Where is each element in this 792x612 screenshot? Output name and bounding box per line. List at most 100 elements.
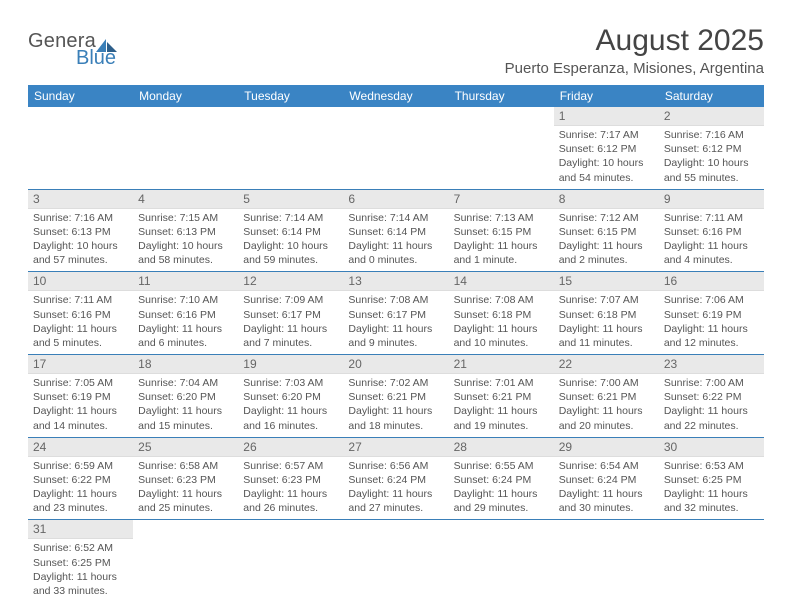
calendar-cell	[343, 520, 448, 602]
day-detail-line: and 58 minutes.	[138, 253, 233, 267]
day-detail-line: Sunset: 6:22 PM	[33, 473, 128, 487]
day-detail-line: Sunrise: 7:04 AM	[138, 376, 233, 390]
calendar-cell: 24Sunrise: 6:59 AMSunset: 6:22 PMDayligh…	[28, 437, 133, 520]
day-details: Sunrise: 7:06 AMSunset: 6:19 PMDaylight:…	[659, 291, 764, 354]
day-detail-line: Daylight: 11 hours	[33, 570, 128, 584]
day-detail-line: Daylight: 11 hours	[243, 487, 338, 501]
day-detail-line: Sunrise: 7:06 AM	[664, 293, 759, 307]
day-details: Sunrise: 7:10 AMSunset: 6:16 PMDaylight:…	[133, 291, 238, 354]
day-detail-line: and 20 minutes.	[559, 419, 654, 433]
day-detail-line: Sunrise: 7:11 AM	[33, 293, 128, 307]
day-details: Sunrise: 7:08 AMSunset: 6:18 PMDaylight:…	[449, 291, 554, 354]
day-detail-line: Daylight: 11 hours	[559, 322, 654, 336]
calendar-week: 10 Sunrise: 7:11 AMSunset: 6:16 PM Dayligh…	[28, 272, 764, 355]
day-number: 31	[28, 520, 133, 539]
day-detail-line: Daylight: 10 hours	[243, 239, 338, 253]
day-detail-line: Daylight: 11 hours	[348, 487, 443, 501]
day-detail-line: Sunset: 6:14 PM	[348, 225, 443, 239]
day-details: Sunrise: 7:08 AMSunset: 6:17 PMDaylight:…	[343, 291, 448, 354]
calendar-cell: 31Sunrise: 6:52 AMSunset: 6:25 PMDayligh…	[28, 520, 133, 602]
day-detail-line: and 22 minutes.	[664, 419, 759, 433]
day-detail-line: Daylight: 11 hours	[138, 322, 233, 336]
day-detail-line: Sunrise: 7:17 AM	[559, 128, 654, 142]
day-detail-line: Daylight: 11 hours	[454, 322, 549, 336]
day-detail-line: Daylight: 11 hours	[454, 404, 549, 418]
day-detail-line: Sunset: 6:13 PM	[33, 225, 128, 239]
day-header: Friday	[554, 85, 659, 107]
day-detail-line: and 11 minutes.	[559, 336, 654, 350]
day-detail-line: Daylight: 11 hours	[348, 404, 443, 418]
day-details: Sunrise: 7:17 AMSunset: 6:12 PMDaylight:…	[554, 126, 659, 189]
day-detail-line: Sunset: 6:19 PM	[33, 390, 128, 404]
location-subtitle: Puerto Esperanza, Misiones, Argentina	[505, 60, 764, 77]
day-detail-line: Daylight: 11 hours	[33, 404, 128, 418]
day-detail-line: Sunrise: 7:00 AM	[559, 376, 654, 390]
day-number: 15	[554, 272, 659, 291]
day-details: Sunrise: 6:58 AMSunset: 6:23 PMDaylight:…	[133, 457, 238, 520]
day-detail-line: Sunrise: 7:13 AM	[454, 211, 549, 225]
day-number: 4	[133, 190, 238, 209]
calendar-table: SundayMondayTuesdayWednesdayThursdayFrid…	[28, 85, 764, 602]
day-number: 26	[238, 438, 343, 457]
day-number: 24	[28, 438, 133, 457]
calendar-cell	[554, 520, 659, 602]
day-number: 21	[449, 355, 554, 374]
day-detail-line: and 23 minutes.	[33, 501, 128, 515]
header-row: Genera Blue August 2025 Puerto Esperanza…	[28, 24, 764, 77]
calendar-cell: 30Sunrise: 6:53 AMSunset: 6:25 PMDayligh…	[659, 437, 764, 520]
brand-part2: Blue	[76, 47, 118, 70]
calendar-cell: 13Sunrise: 7:08 AMSunset: 6:17 PMDayligh…	[343, 272, 448, 355]
day-detail-line: Daylight: 10 hours	[664, 156, 759, 170]
day-number: 16	[659, 272, 764, 291]
calendar-cell: 20Sunrise: 7:02 AMSunset: 6:21 PMDayligh…	[343, 355, 448, 438]
day-detail-line: Sunset: 6:23 PM	[243, 473, 338, 487]
calendar-cell: 16Sunrise: 7:06 AMSunset: 6:19 PMDayligh…	[659, 272, 764, 355]
day-detail-line: and 9 minutes.	[348, 336, 443, 350]
day-detail-line: and 26 minutes.	[243, 501, 338, 515]
day-detail-line: Sunset: 6:18 PM	[454, 308, 549, 322]
month-title: August 2025	[505, 24, 764, 58]
calendar-cell: 7Sunrise: 7:13 AMSunset: 6:15 PMDaylight…	[449, 189, 554, 272]
calendar-cell: 5Sunrise: 7:14 AMSunset: 6:14 PMDaylight…	[238, 189, 343, 272]
day-detail-line: Daylight: 11 hours	[33, 487, 128, 501]
day-detail-line: Sunset: 6:24 PM	[559, 473, 654, 487]
day-detail-line: Daylight: 11 hours	[664, 487, 759, 501]
day-detail-line: and 59 minutes.	[243, 253, 338, 267]
day-detail-line: Daylight: 11 hours	[559, 404, 654, 418]
day-detail-line: Sunset: 6:14 PM	[243, 225, 338, 239]
day-details: Sunrise: 6:55 AMSunset: 6:24 PMDaylight:…	[449, 457, 554, 520]
day-detail-line: and 19 minutes.	[454, 419, 549, 433]
day-detail-line: and 14 minutes.	[33, 419, 128, 433]
day-detail-line: Sunrise: 7:02 AM	[348, 376, 443, 390]
day-detail-line: and 12 minutes.	[664, 336, 759, 350]
calendar-week: 24Sunrise: 6:59 AMSunset: 6:22 PMDayligh…	[28, 437, 764, 520]
calendar-cell: 1Sunrise: 7:17 AMSunset: 6:12 PMDaylight…	[554, 107, 659, 189]
calendar-week: 1Sunrise: 7:17 AMSunset: 6:12 PMDaylight…	[28, 107, 764, 189]
day-header: Saturday	[659, 85, 764, 107]
day-detail-line: Sunset: 6:19 PM	[664, 308, 759, 322]
day-detail-line: Sunrise: 7:12 AM	[559, 211, 654, 225]
day-detail-line: Sunrise: 7:00 AM	[664, 376, 759, 390]
day-number: 23	[659, 355, 764, 374]
day-detail-line: and 4 minutes.	[664, 253, 759, 267]
day-number: 25	[133, 438, 238, 457]
day-header: Monday	[133, 85, 238, 107]
day-detail-line: Daylight: 11 hours	[348, 322, 443, 336]
day-number: 5	[238, 190, 343, 209]
calendar-cell: 29Sunrise: 6:54 AMSunset: 6:24 PMDayligh…	[554, 437, 659, 520]
calendar-cell: 18Sunrise: 7:04 AMSunset: 6:20 PMDayligh…	[133, 355, 238, 438]
calendar-header-row: SundayMondayTuesdayWednesdayThursdayFrid…	[28, 85, 764, 107]
day-detail-line: and 25 minutes.	[138, 501, 233, 515]
day-detail-line: Sunset: 6:18 PM	[559, 308, 654, 322]
day-detail-line: Sunset: 6:16 PM	[33, 308, 128, 322]
day-header: Tuesday	[238, 85, 343, 107]
day-detail-line: Sunset: 6:20 PM	[243, 390, 338, 404]
day-detail-line: and 10 minutes.	[454, 336, 549, 350]
day-details: Sunrise: 6:59 AMSunset: 6:22 PMDaylight:…	[28, 457, 133, 520]
day-details: Sunrise: 7:05 AMSunset: 6:19 PMDaylight:…	[28, 374, 133, 437]
day-detail-line: Daylight: 10 hours	[33, 239, 128, 253]
day-number: 10	[28, 272, 133, 291]
day-detail-line: Sunrise: 7:08 AM	[348, 293, 443, 307]
day-details: Sunrise: 7:09 AMSunset: 6:17 PMDaylight:…	[238, 291, 343, 354]
brand-logo: Genera Blue	[28, 24, 118, 70]
